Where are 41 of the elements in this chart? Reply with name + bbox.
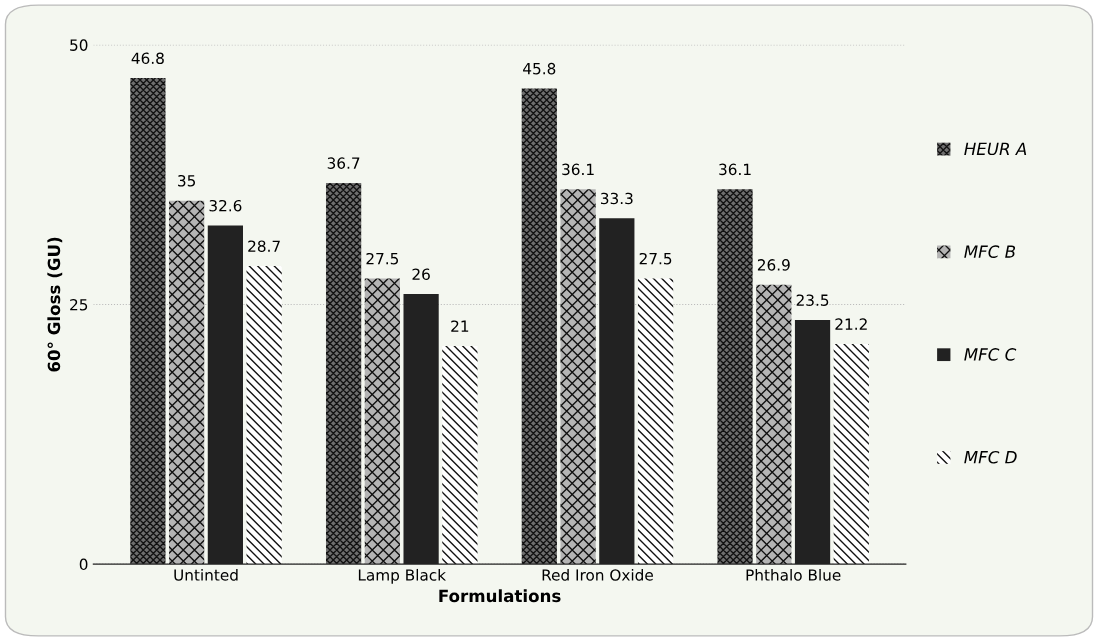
bar [364, 278, 400, 565]
data-label: 36.7 [327, 157, 360, 169]
bar [637, 278, 674, 565]
data-label: 45.8 [523, 62, 556, 75]
bar [756, 284, 792, 565]
data-label: 28.7 [248, 240, 280, 252]
data-label: 36.1 [719, 163, 751, 176]
x-axis-title: Formulations [439, 589, 561, 603]
bar [325, 182, 362, 565]
data-label: 21 [451, 320, 469, 332]
legend-label: MFC C [964, 348, 1017, 361]
bar [246, 266, 282, 565]
data-label: 35 [178, 175, 196, 187]
data-label: 21.2 [835, 318, 867, 330]
data-label: 33.3 [600, 192, 633, 205]
bar [717, 189, 753, 565]
x-tick-label: Lamp Black [358, 568, 447, 584]
data-label: 36.1 [562, 163, 594, 176]
y-tick-label: 50 [70, 39, 88, 51]
bar [521, 88, 557, 565]
y-tick-label: 25 [70, 298, 88, 311]
y-tick-label: 0 [79, 558, 88, 571]
legend-label: HEUR A [964, 142, 1027, 156]
bar [169, 200, 205, 565]
data-label: 26.9 [757, 259, 790, 271]
y-axis-title: 60° Gloss (GU) [47, 237, 63, 372]
x-tick-label: Phthalo Blue [746, 568, 841, 581]
x-tick-label: Untinted [174, 568, 238, 581]
bar [130, 78, 166, 565]
data-label: 26 [412, 268, 430, 281]
legend-label: MFC B [964, 245, 1016, 258]
data-label: 27.5 [639, 252, 672, 265]
bar [442, 346, 478, 565]
data-label: 32.6 [209, 199, 242, 212]
data-label: 27.5 [366, 252, 399, 265]
data-label: 23.5 [796, 294, 829, 306]
legend-label: MFC D [964, 450, 1017, 464]
bar [560, 189, 596, 565]
bar [833, 343, 869, 565]
data-label: 46.8 [131, 52, 164, 65]
x-tick-label: Red Iron Oxide [542, 568, 653, 581]
